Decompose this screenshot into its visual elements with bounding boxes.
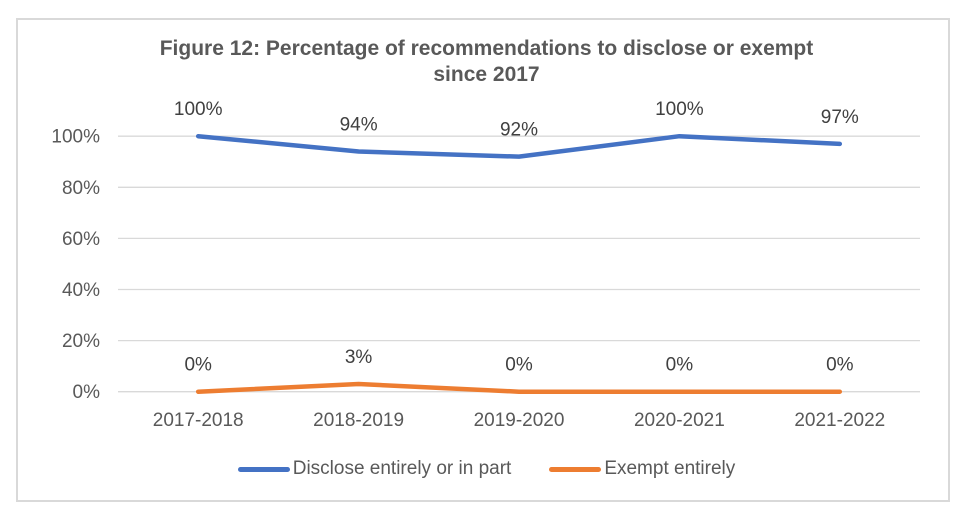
y-tick-label: 20%	[62, 331, 100, 352]
y-tick-label: 100%	[51, 127, 100, 148]
legend-label-exempt: Exempt entirely	[604, 458, 736, 479]
legend-item-disclose: Disclose entirely or in part	[237, 458, 512, 480]
x-tick-label: 2020-2021	[634, 410, 725, 431]
data-label: 0%	[505, 355, 533, 376]
data-label: 92%	[500, 120, 538, 141]
y-tick-label: 60%	[62, 229, 100, 250]
data-label: 0%	[826, 355, 854, 376]
y-tick-label: 0%	[73, 382, 101, 403]
data-label: 100%	[174, 99, 223, 120]
y-tick-label: 40%	[62, 280, 100, 301]
x-tick-label: 2017-2018	[153, 410, 244, 431]
data-label: 100%	[655, 99, 704, 120]
chart-title: Figure 12: Percentage of recommendations…	[159, 37, 814, 86]
series-line	[195, 133, 843, 159]
y-tick-label: 80%	[62, 178, 100, 199]
legend: Disclose entirely or in part Exempt enti…	[0, 452, 973, 486]
legend-swatch-disclose-icon	[237, 466, 290, 472]
data-label: 97%	[821, 107, 859, 128]
chart-frame	[16, 18, 950, 502]
x-tick-label: 2019-2020	[474, 410, 565, 431]
legend-item-exempt: Exempt entirely	[549, 458, 735, 480]
x-tick-label: 2018-2019	[313, 410, 404, 431]
series-line	[195, 381, 843, 394]
legend-swatch-exempt-icon	[549, 466, 602, 472]
data-label: 94%	[340, 115, 378, 136]
data-label: 3%	[345, 347, 373, 368]
x-tick-label: 2021-2022	[794, 410, 885, 431]
data-label: 0%	[184, 355, 212, 376]
legend-label-disclose: Disclose entirely or in part	[292, 458, 512, 479]
data-label: 0%	[666, 355, 694, 376]
